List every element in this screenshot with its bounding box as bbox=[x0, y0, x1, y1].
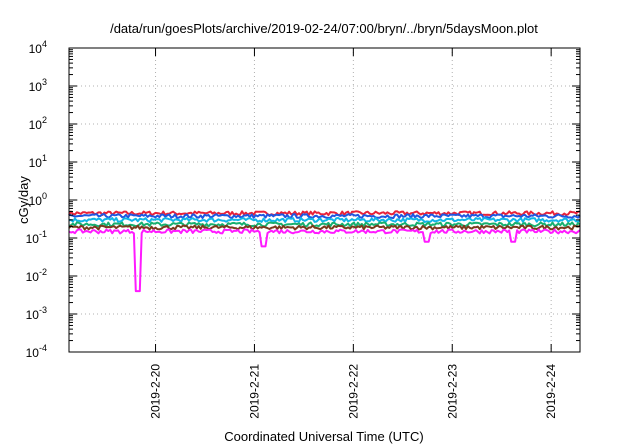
y-tick-label: 102 bbox=[29, 115, 47, 132]
x-tick-label: 2019-2-20 bbox=[149, 364, 163, 419]
series-lines bbox=[68, 210, 581, 293]
y-axis-label: cGy/day bbox=[16, 176, 31, 224]
y-tick-label: 103 bbox=[29, 77, 47, 94]
series-line bbox=[68, 224, 581, 231]
y-tick-label: 101 bbox=[29, 153, 47, 170]
series-line bbox=[68, 213, 581, 220]
y-tick-label: 10-4 bbox=[26, 343, 47, 360]
chart-title: /data/run/goesPlots/archive/2019-02-24/0… bbox=[110, 21, 538, 36]
y-tick-label: 10-1 bbox=[26, 229, 47, 246]
y-tick-label: 10-3 bbox=[26, 305, 47, 322]
grid-lines bbox=[69, 48, 580, 352]
x-tick-label: 2019-2-22 bbox=[346, 364, 360, 419]
y-tick-label: 10-2 bbox=[26, 267, 47, 284]
x-tick-label: 2019-2-21 bbox=[247, 364, 261, 419]
series-line bbox=[68, 210, 581, 217]
series-line bbox=[68, 228, 581, 293]
y-tick-label: 104 bbox=[29, 39, 47, 56]
series-line bbox=[68, 221, 581, 228]
x-axis-label: Coordinated Universal Time (UTC) bbox=[224, 429, 423, 444]
series-line bbox=[68, 217, 581, 223]
y-axis: 104 103 102 101 100 10-1 10-2 10-3 10-4 bbox=[26, 39, 580, 360]
x-tick-label: 2019-2-23 bbox=[445, 364, 459, 419]
x-tick-label: 2019-2-24 bbox=[544, 364, 558, 419]
x-axis: 2019-2-20 2019-2-21 2019-2-22 2019-2-23 2019… bbox=[149, 48, 558, 419]
y-tick-label: 100 bbox=[29, 191, 47, 208]
